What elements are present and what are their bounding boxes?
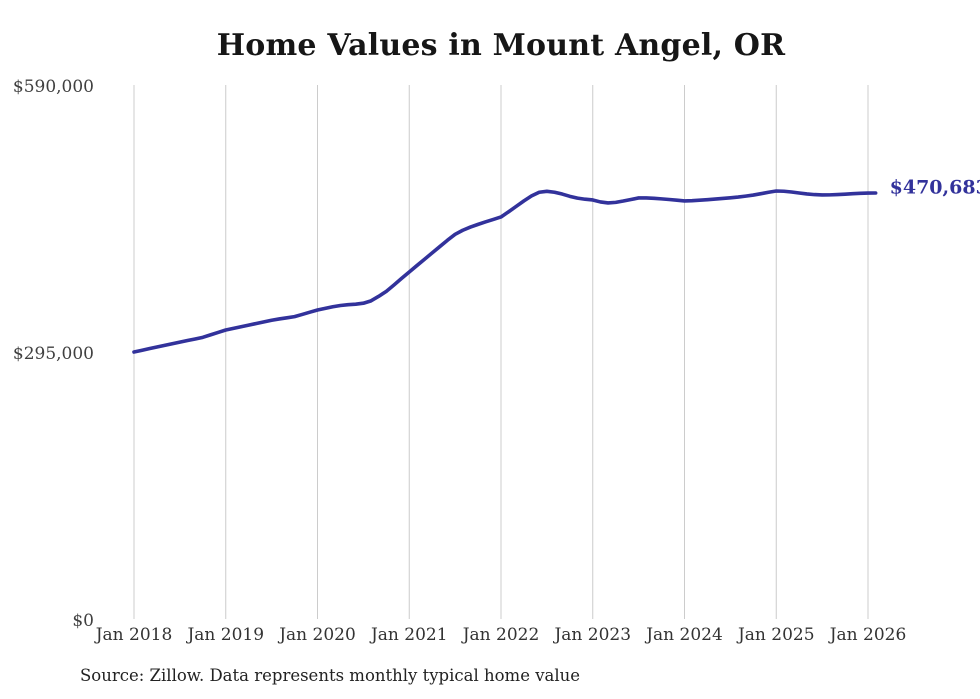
x-tick-label-jan-2026: Jan 2026 xyxy=(828,625,907,645)
x-tick-label-jan-2018: Jan 2018 xyxy=(94,625,173,645)
x-tick-label-jan-2022: Jan 2022 xyxy=(461,625,540,645)
current-value-label: $470,683 xyxy=(890,176,980,198)
x-tick-label-jan-2019: Jan 2019 xyxy=(185,625,264,645)
x-tick-label-jan-2025: Jan 2025 xyxy=(736,625,815,645)
x-tick-label-jan-2021: Jan 2021 xyxy=(369,625,448,645)
y-tick-label-0: $0 xyxy=(72,611,94,631)
chart-title: Home Values in Mount Angel, OR xyxy=(216,28,786,63)
y-tick-label-295000: $295,000 xyxy=(13,344,94,364)
home-value-line xyxy=(132,189,878,354)
x-tick-label-jan-2023: Jan 2023 xyxy=(552,625,631,645)
y-tick-label-590000: $590,000 xyxy=(13,77,94,97)
source-note: Source: Zillow. Data represents monthly … xyxy=(80,666,581,685)
x-tick-label-jan-2020: Jan 2020 xyxy=(277,625,356,645)
x-tick-label-jan-2024: Jan 2024 xyxy=(644,625,723,645)
